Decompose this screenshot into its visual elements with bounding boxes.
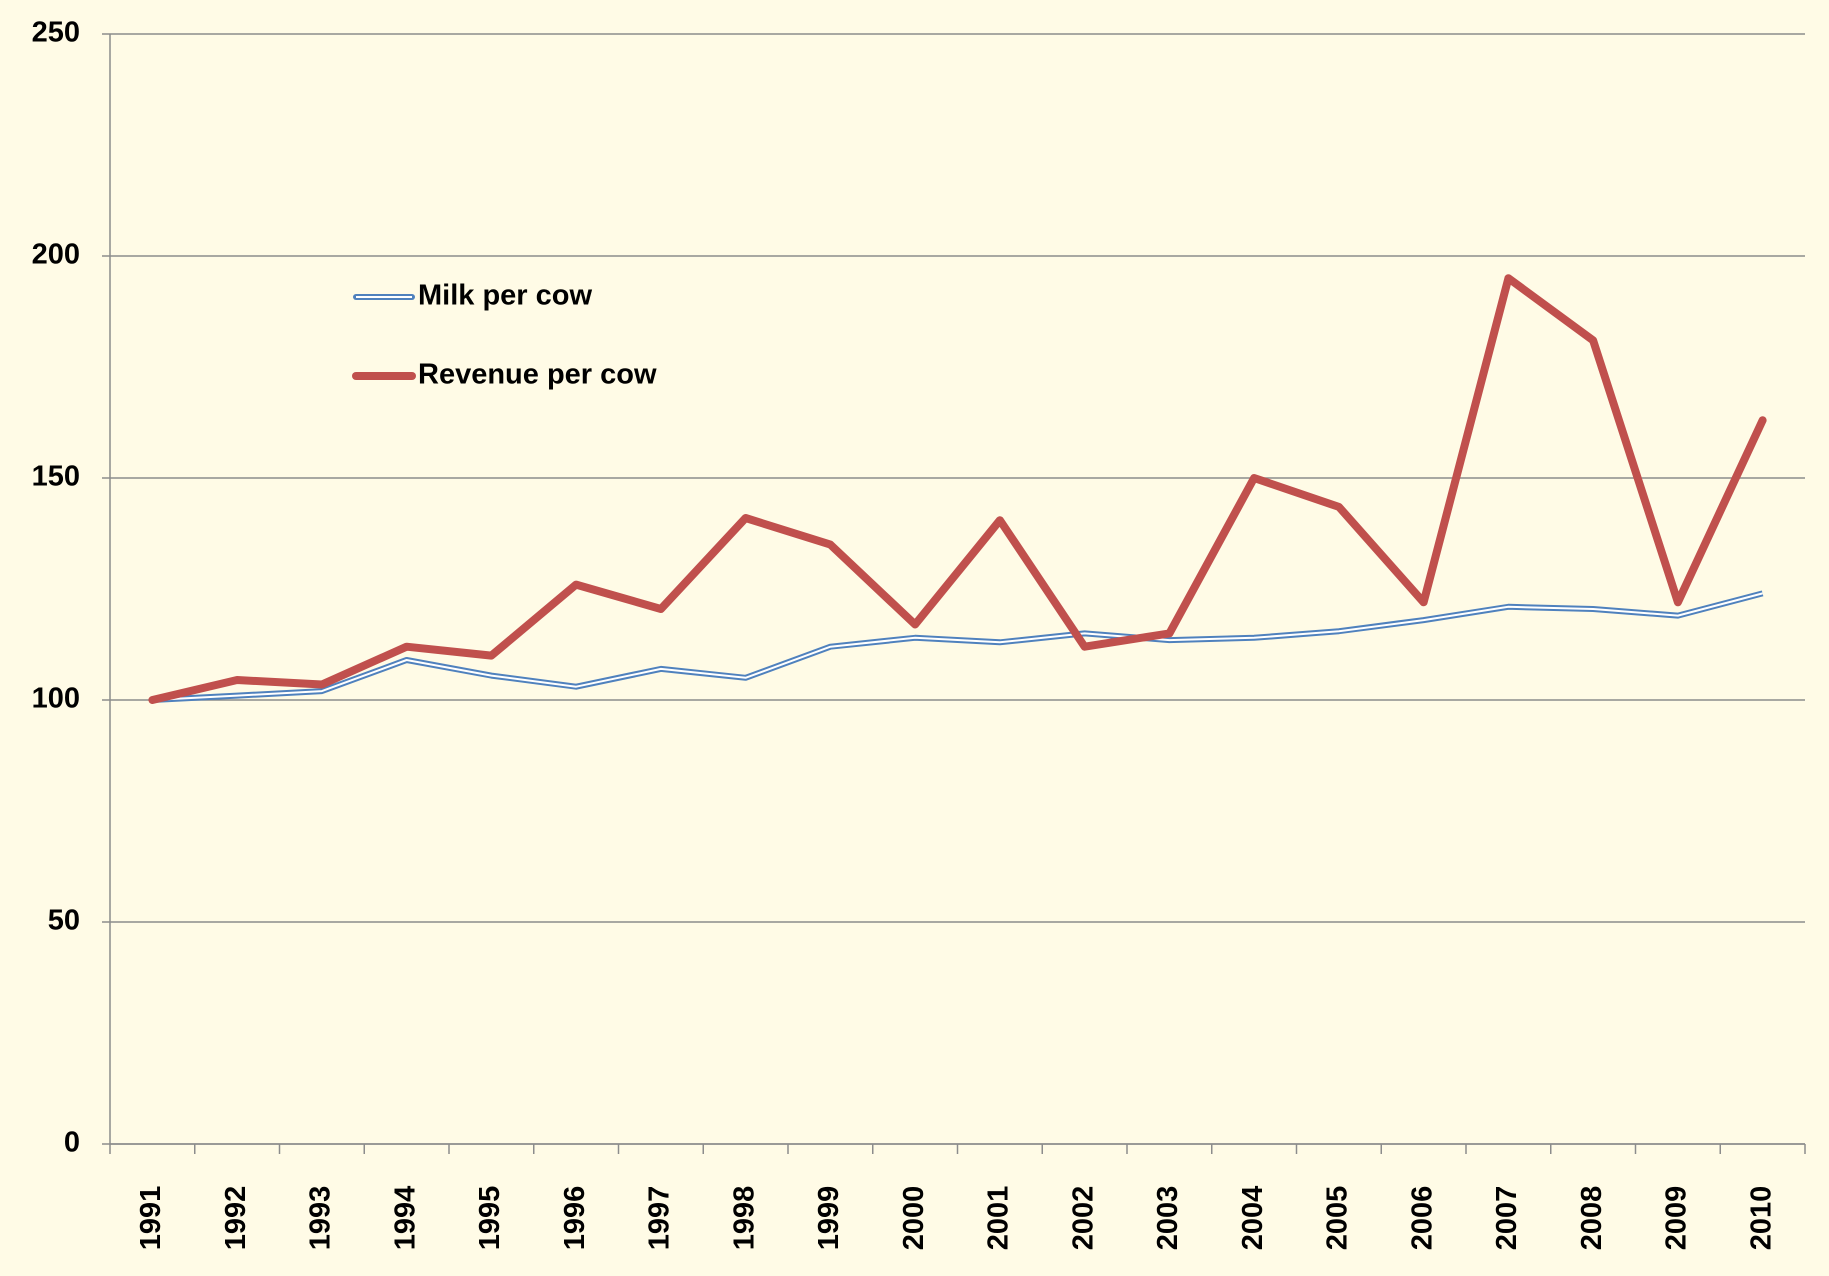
line-highlight (152, 592, 1763, 701)
x-tick-label: 2008 (1576, 1186, 1608, 1251)
x-tick-label: 1997 (644, 1186, 676, 1251)
legend-label: Revenue per cow (418, 359, 657, 391)
x-tick-label: 1994 (389, 1186, 421, 1251)
x-tick-label: 1992 (220, 1186, 252, 1251)
x-tick-label: 2005 (1322, 1186, 1354, 1251)
x-tick-label: 1996 (559, 1186, 591, 1251)
x-tick-label: 2006 (1406, 1186, 1438, 1251)
y-tick-label: 0 (64, 1127, 80, 1159)
x-tick-label: 2010 (1745, 1186, 1777, 1251)
x-tick-label: 2003 (1152, 1186, 1184, 1251)
y-tick-label: 250 (32, 17, 80, 49)
x-tick-label: 2004 (1237, 1186, 1269, 1251)
x-tick-label: 2007 (1491, 1186, 1523, 1251)
x-tick-label: 2009 (1661, 1186, 1693, 1251)
line (148, 274, 1767, 704)
x-tick-label: 1995 (474, 1186, 506, 1251)
x-tick-label: 2000 (898, 1186, 930, 1251)
legend-label: Milk per cow (418, 280, 592, 312)
x-tick-label: 1991 (135, 1186, 167, 1251)
x-tick-label: 1993 (305, 1186, 337, 1251)
x-tick-label: 1999 (813, 1186, 845, 1251)
x-tick-label: 1998 (728, 1186, 760, 1251)
y-tick-label: 50 (48, 905, 80, 937)
y-tick-label: 100 (32, 683, 80, 715)
x-tick-label: 2001 (983, 1186, 1015, 1251)
line (152, 590, 1764, 703)
x-tick-label: 2002 (1067, 1186, 1099, 1251)
y-tick-label: 200 (32, 239, 80, 271)
y-tick-label: 150 (32, 461, 80, 493)
